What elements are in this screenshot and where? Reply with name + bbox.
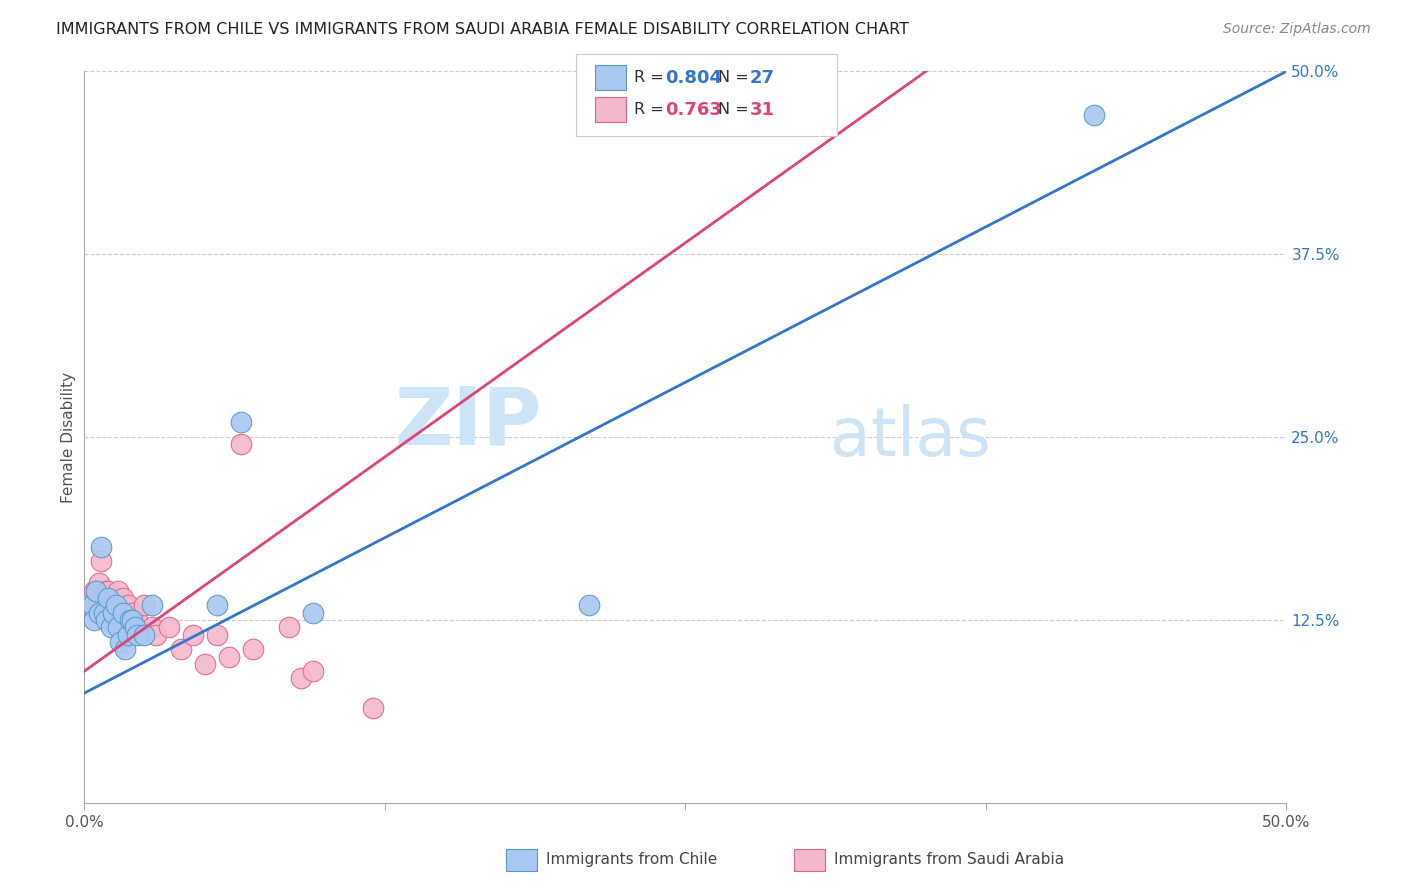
Point	[86, 583, 108, 598]
Point	[97, 591, 120, 605]
Point	[117, 627, 139, 641]
Point	[87, 606, 110, 620]
Text: Immigrants from Chile: Immigrants from Chile	[546, 853, 717, 867]
Point	[80, 599, 103, 613]
Point	[103, 606, 125, 620]
Point	[578, 599, 600, 613]
Point	[1083, 108, 1105, 122]
Text: N =: N =	[718, 103, 755, 117]
Text: R =: R =	[634, 103, 669, 117]
Point	[77, 599, 100, 613]
Point	[117, 599, 139, 613]
Point	[242, 642, 264, 657]
Text: 27: 27	[749, 69, 775, 87]
Point	[218, 649, 240, 664]
Text: 31: 31	[749, 101, 775, 119]
Point	[94, 613, 117, 627]
Point	[121, 606, 143, 620]
Point	[80, 591, 103, 605]
Text: 0.763: 0.763	[665, 101, 721, 119]
Point	[194, 657, 217, 671]
Point	[103, 599, 125, 613]
Point	[83, 613, 105, 627]
Point	[93, 591, 115, 605]
Point	[111, 591, 134, 605]
Point	[90, 540, 112, 554]
Point	[301, 606, 323, 620]
Point	[86, 583, 108, 598]
Point	[90, 554, 112, 568]
Point	[361, 700, 384, 714]
Point	[83, 583, 105, 598]
Point	[97, 583, 120, 598]
Point	[100, 620, 122, 634]
Point	[141, 599, 163, 613]
Text: R =: R =	[634, 70, 669, 85]
Point	[169, 642, 191, 657]
Point	[277, 620, 299, 634]
Point	[121, 613, 143, 627]
Point	[205, 599, 228, 613]
Point	[205, 627, 228, 641]
Point	[229, 437, 252, 451]
Text: N =: N =	[718, 70, 755, 85]
Point	[134, 627, 156, 641]
Point	[118, 613, 141, 627]
Point	[124, 620, 146, 634]
Point	[157, 620, 180, 634]
Point	[141, 620, 163, 634]
Point	[127, 613, 149, 627]
Point	[114, 642, 136, 657]
Point	[134, 599, 156, 613]
Point	[110, 635, 132, 649]
Point	[290, 672, 312, 686]
Text: ZIP: ZIP	[394, 384, 541, 461]
Point	[181, 627, 204, 641]
Point	[107, 620, 129, 634]
Point	[100, 606, 122, 620]
Text: Immigrants from Saudi Arabia: Immigrants from Saudi Arabia	[834, 853, 1064, 867]
Point	[93, 606, 115, 620]
Y-axis label: Female Disability: Female Disability	[60, 371, 76, 503]
Point	[104, 599, 127, 613]
Point	[229, 416, 252, 430]
Point	[127, 627, 149, 641]
Text: 0.804: 0.804	[665, 69, 723, 87]
Point	[94, 583, 117, 598]
Text: Source: ZipAtlas.com: Source: ZipAtlas.com	[1223, 22, 1371, 37]
Point	[87, 576, 110, 591]
Point	[107, 583, 129, 598]
Point	[301, 664, 323, 678]
Text: IMMIGRANTS FROM CHILE VS IMMIGRANTS FROM SAUDI ARABIA FEMALE DISABILITY CORRELAT: IMMIGRANTS FROM CHILE VS IMMIGRANTS FROM…	[56, 22, 910, 37]
Point	[111, 606, 134, 620]
Point	[145, 627, 167, 641]
Text: atlas: atlas	[830, 404, 991, 470]
